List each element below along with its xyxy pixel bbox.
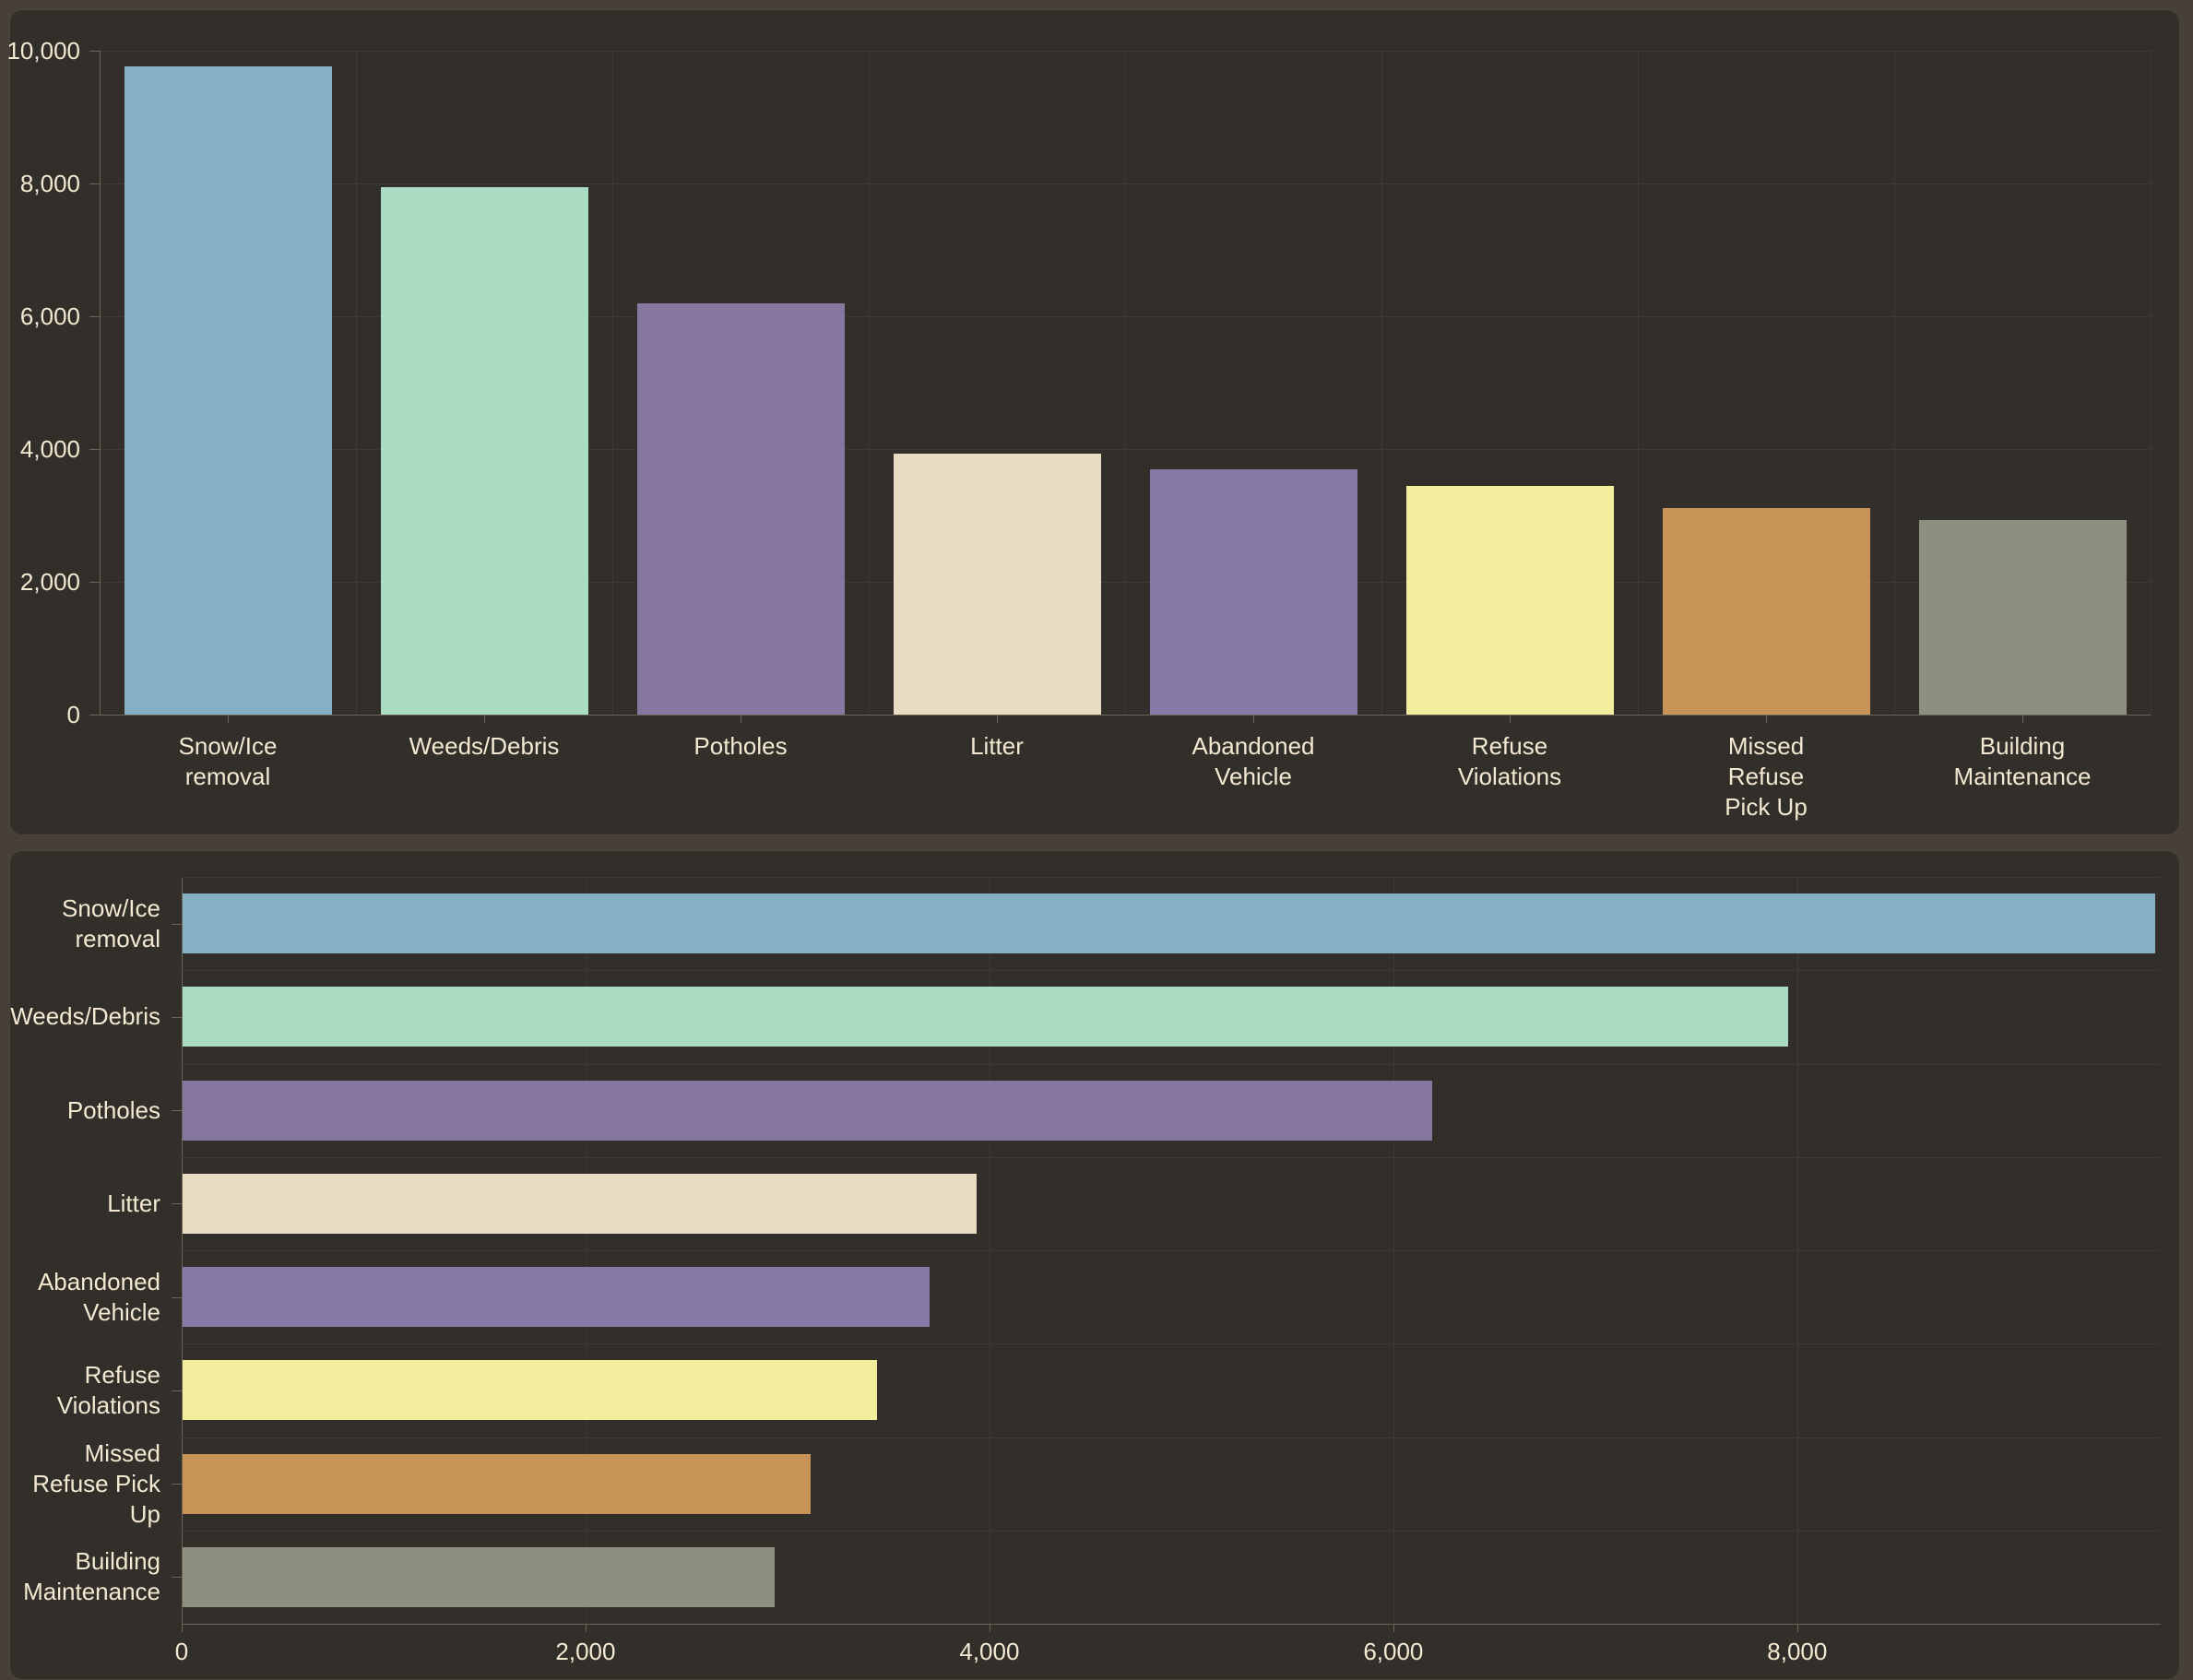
y-axis-label-building-maintenance: Building Maintenance bbox=[23, 1547, 160, 1606]
x-axis-label-6,000: 6,000 bbox=[1363, 1638, 1424, 1665]
y-axis-label-2,000: 2,000 bbox=[19, 568, 80, 596]
x-tickmark-8,000 bbox=[1796, 1624, 1798, 1632]
y-axis-label-potholes: Potholes bbox=[66, 1095, 160, 1124]
bar-potholes[interactable] bbox=[183, 1080, 1433, 1141]
bar-weeds-debris[interactable] bbox=[380, 186, 588, 715]
y-tickmark-8,000 bbox=[89, 183, 100, 184]
x-axis-label-weeds-debris: Weeds/Debris bbox=[409, 732, 560, 760]
y-tickmark-10,000 bbox=[89, 51, 100, 52]
gridline-slot-3 bbox=[869, 51, 870, 715]
x-axis-label-refuse-violations: Refuse Violations bbox=[1457, 732, 1562, 790]
x-tickmark-0 bbox=[182, 1624, 183, 1632]
vertical-bar-chart-plot: 0 2,000 4,000 6,000 8,000 10,000 Snow/Ice remo… bbox=[6, 37, 2152, 821]
y-tickmark-potholes bbox=[172, 1110, 182, 1112]
gridline-slot-4 bbox=[1125, 51, 1126, 715]
y-tickmark-4,000 bbox=[89, 449, 100, 450]
y-tickmark-building-maintenance bbox=[172, 1577, 182, 1579]
y-tickmark-weeds-debris bbox=[172, 1016, 182, 1018]
bottom-chart-panel: 0 2,000 4,000 6,000 8,000 Snow/Ice removal Wee… bbox=[9, 850, 2180, 1680]
y-tickmark-missed-refuse-pick-up bbox=[172, 1484, 182, 1485]
gridline-row-1 bbox=[182, 970, 2161, 972]
x-axis-label-0: 0 bbox=[174, 1638, 189, 1665]
x-axis-label-abandoned-vehicle: Abandoned Vehicle bbox=[1191, 732, 1315, 790]
x-tickmark-6,000 bbox=[1393, 1624, 1394, 1632]
y-axis-label-weeds-debris: Weeds/Debris bbox=[10, 1002, 160, 1031]
gridline-slot-1 bbox=[356, 51, 357, 715]
y-axis-label-abandoned-vehicle: Abandoned Vehicle bbox=[37, 1267, 160, 1326]
x-axis-label-missed-refuse-pick-up: Missed Refuse Pick Up bbox=[1725, 732, 1808, 821]
bar-missed-refuse-pick-up[interactable] bbox=[1662, 508, 1870, 715]
x-axis-label-2,000: 2,000 bbox=[555, 1638, 616, 1665]
x-tickmark-weeds-debris bbox=[484, 715, 485, 723]
x-axis-label-snow-ice-removal: Snow/Ice removal bbox=[178, 732, 278, 790]
gridline-slot-7 bbox=[1894, 51, 1895, 715]
gridline-row-7 bbox=[182, 1530, 2161, 1532]
bar-snow-ice-removal[interactable] bbox=[124, 65, 332, 715]
gridline-row-0 bbox=[182, 877, 2161, 878]
bar-missed-refuse-pick-up[interactable] bbox=[183, 1453, 812, 1514]
bar-weeds-debris[interactable] bbox=[183, 987, 1788, 1047]
y-tickmark-refuse-violations bbox=[172, 1390, 182, 1391]
y-axis-label-0: 0 bbox=[66, 701, 80, 728]
x-axis-label-8,000: 8,000 bbox=[1767, 1638, 1828, 1665]
y-tickmark-2,000 bbox=[89, 582, 100, 583]
x-tickmark-missed-refuse-pick-up bbox=[1766, 715, 1767, 723]
y-axis-label-litter: Litter bbox=[107, 1189, 160, 1217]
x-axis-line bbox=[182, 1624, 2161, 1625]
bar-building-maintenance[interactable] bbox=[183, 1546, 775, 1607]
gridline-row-4 bbox=[182, 1250, 2161, 1251]
bar-building-maintenance[interactable] bbox=[1918, 520, 2127, 715]
gridline-y-0 bbox=[100, 715, 2151, 716]
y-tickmark-snow-ice-removal bbox=[172, 923, 182, 925]
x-axis-label-building-maintenance: Building Maintenance bbox=[1953, 732, 2092, 790]
y-tickmark-litter bbox=[172, 1203, 182, 1205]
x-tickmark-abandoned-vehicle bbox=[1253, 715, 1254, 723]
y-axis-label-4,000: 4,000 bbox=[19, 435, 80, 463]
y-tickmark-0 bbox=[89, 715, 100, 716]
gridline-slot-6 bbox=[1638, 51, 1639, 715]
x-tickmark-litter bbox=[997, 715, 998, 723]
gridline-row-5 bbox=[182, 1343, 2161, 1345]
y-axis-label-6,000: 6,000 bbox=[19, 302, 80, 330]
gridline-slot-5 bbox=[1381, 51, 1382, 715]
y-axis-label-snow-ice-removal: Snow/Ice removal bbox=[62, 893, 160, 952]
bar-litter[interactable] bbox=[183, 1173, 977, 1234]
gridline-row-2 bbox=[182, 1063, 2161, 1065]
bar-abandoned-vehicle[interactable] bbox=[1149, 468, 1357, 715]
bar-refuse-violations[interactable] bbox=[1405, 486, 1614, 715]
x-axis-label-4,000: 4,000 bbox=[959, 1638, 1020, 1665]
bar-snow-ice-removal[interactable] bbox=[183, 893, 2156, 954]
gridline-slot-8 bbox=[2151, 51, 2152, 715]
bar-potholes[interactable] bbox=[636, 303, 845, 715]
bar-refuse-violations[interactable] bbox=[183, 1360, 878, 1421]
bar-abandoned-vehicle[interactable] bbox=[183, 1267, 931, 1328]
y-axis-label-refuse-violations: Refuse Violations bbox=[56, 1360, 160, 1419]
x-tickmark-building-maintenance bbox=[2022, 715, 2023, 723]
x-tickmark-2,000 bbox=[585, 1624, 587, 1632]
gridline-slot-2 bbox=[612, 51, 613, 715]
y-tickmark-abandoned-vehicle bbox=[172, 1296, 182, 1298]
gridline-row-6 bbox=[182, 1437, 2161, 1438]
x-axis-label-litter: Litter bbox=[970, 732, 1024, 760]
gridline-row-3 bbox=[182, 1156, 2161, 1158]
y-tickmark-6,000 bbox=[89, 316, 100, 317]
x-tickmark-snow-ice-removal bbox=[228, 715, 229, 723]
x-axis-label-potholes: Potholes bbox=[693, 732, 788, 760]
y-axis-line bbox=[100, 51, 101, 715]
bar-litter[interactable] bbox=[893, 454, 1101, 715]
y-axis-label-missed-refuse-pick-up: Missed Refuse Pick Up bbox=[32, 1438, 160, 1528]
horizontal-bar-chart-plot: 0 2,000 4,000 6,000 8,000 Snow/Ice removal Wee… bbox=[10, 877, 2161, 1665]
y-axis-label-10,000: 10,000 bbox=[6, 37, 80, 65]
y-axis-label-8,000: 8,000 bbox=[19, 170, 80, 197]
x-tickmark-refuse-violations bbox=[1510, 715, 1511, 723]
top-chart-panel: 0 2,000 4,000 6,000 8,000 10,000 Snow/Ice remo… bbox=[6, 9, 2180, 835]
